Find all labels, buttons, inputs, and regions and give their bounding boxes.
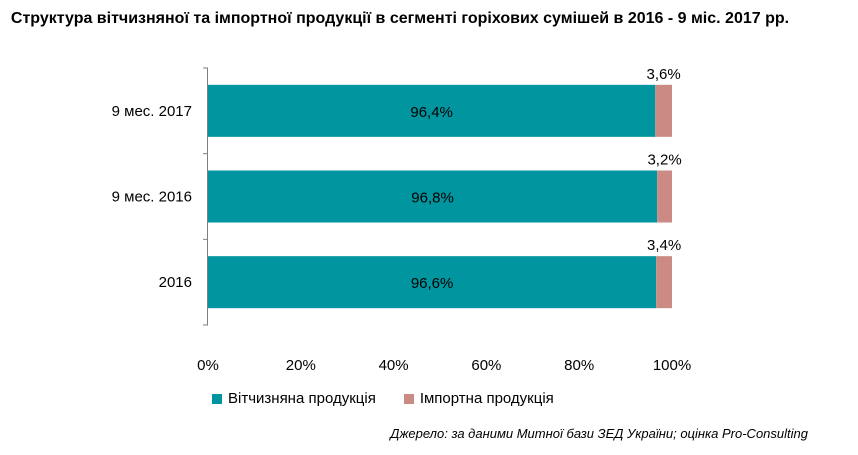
category-label: 2016	[159, 274, 192, 291]
legend-swatch-domestic	[212, 393, 222, 404]
x-tick-label: 80%	[564, 357, 594, 374]
x-tick-label: 100%	[653, 357, 691, 374]
data-label-import: 3,4%	[647, 237, 681, 254]
chart-title: Структура вітчизняної та імпортної проду…	[10, 10, 790, 27]
data-label-import: 3,2%	[647, 152, 681, 169]
bar-import	[657, 170, 672, 223]
x-tick-label: 20%	[286, 357, 316, 374]
data-label-domestic: 96,6%	[411, 275, 454, 292]
data-label-import: 3,6%	[647, 66, 681, 83]
bar-import	[656, 256, 672, 309]
legend-label-domestic: Вітчизняна продукція	[228, 390, 376, 407]
data-label-domestic: 96,8%	[411, 190, 454, 207]
legend: Вітчизняна продукція Імпортна продукція	[212, 390, 582, 407]
bar-domestic	[208, 84, 656, 137]
legend-item-import: Імпортна продукція	[403, 390, 554, 407]
x-tick-label: 0%	[197, 357, 219, 374]
bar-import	[655, 84, 672, 137]
bar-domestic	[208, 256, 657, 309]
legend-label-import: Імпортна продукція	[419, 390, 554, 407]
x-tick-label: 40%	[379, 357, 409, 374]
legend-item-domestic: Вітчизняна продукція	[212, 390, 376, 407]
category-label: 9 мес. 2016	[112, 189, 192, 206]
source-note: Джерело: за даними Митної бази ЗЕД Украї…	[390, 426, 808, 441]
x-tick-label: 60%	[471, 357, 501, 374]
category-label: 9 мес. 2017	[112, 103, 192, 120]
legend-swatch-import	[403, 393, 414, 404]
bar-domestic	[208, 170, 658, 223]
data-label-domestic: 96,4%	[410, 104, 453, 121]
